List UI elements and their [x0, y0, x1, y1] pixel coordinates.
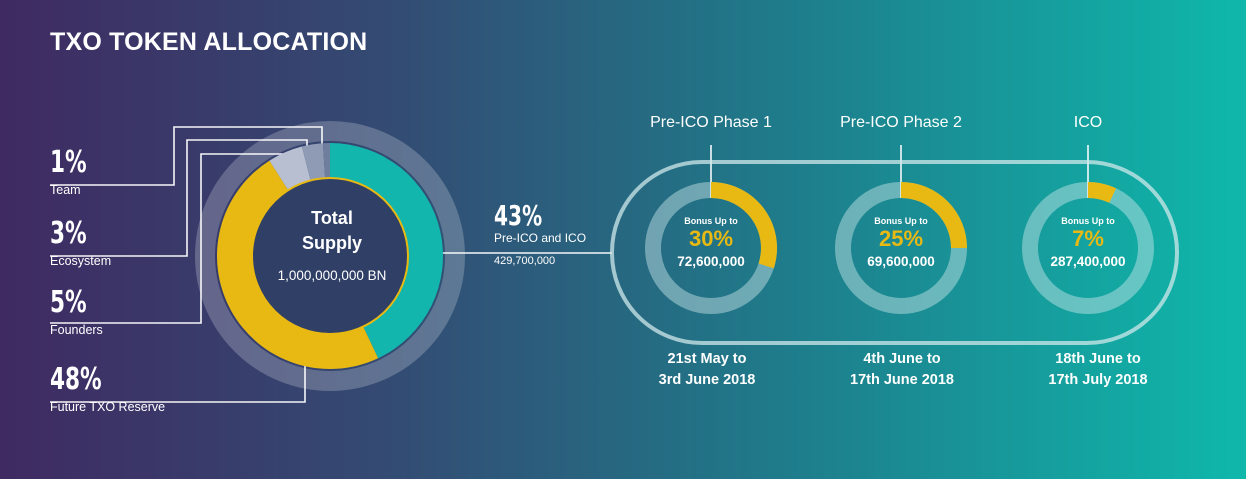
ring-bonus-arc [711, 182, 778, 269]
outer-ring [195, 121, 465, 391]
page-title: TXO TOKEN ALLOCATION [50, 28, 368, 56]
phase2-bonus-pct: 25% [878, 226, 924, 251]
label-founders-name: Founders [50, 323, 103, 337]
label-team-pct: 1% [50, 145, 87, 180]
ico-callout-label: Pre-ICO and ICO [494, 231, 587, 245]
slice-future-txo-reserve [216, 160, 379, 369]
phase2-ring-text: Bonus Up to 25% 69,600,000 [841, 216, 961, 269]
label-reserve: 48% Future TXO Reserve [50, 363, 165, 415]
label-founders: 5% Founders [50, 286, 103, 338]
label-ecosystem: 3% Ecosystem [50, 217, 111, 269]
label-founders-pct: 5% [50, 285, 87, 320]
team-connector [50, 126, 323, 186]
phase2-date-start: 4th June to [863, 351, 941, 367]
phase2-bonus-label: Bonus Up to [874, 216, 928, 226]
ico-callout-amount: 429,700,000 [494, 255, 556, 267]
phase3-date-end: 17th July 2018 [1048, 372, 1148, 388]
phase1-bonus-label: Bonus Up to [684, 216, 738, 226]
phase2-date-end: 17th June 2018 [850, 372, 954, 388]
phase1-date-end: 3rd June 2018 [658, 372, 756, 388]
label-team: 1% Team [50, 146, 101, 198]
ico-ring [1022, 182, 1154, 314]
phase3-amount: 287,400,000 [1050, 254, 1126, 269]
phase3-ring-text: Bonus Up to 7% 287,400,000 [1028, 216, 1148, 269]
phase3-bonus-pct: 7% [1072, 226, 1104, 251]
phase1-dates: 21st May to 3rd June 2018 [617, 349, 797, 391]
phase3-title: ICO [1073, 114, 1103, 131]
phase1-amount: 72,600,000 [677, 254, 745, 269]
slice-team [322, 143, 330, 179]
ico-callout-pct: 43% [494, 199, 543, 232]
connector-lines [50, 126, 1089, 403]
donut-center-text: Total Supply 1,000,000,000 BN [252, 206, 412, 283]
phase1-ring [645, 182, 778, 314]
reserve-connector [50, 365, 306, 403]
phase1-date-start: 21st May to [667, 351, 747, 367]
main-donut [216, 143, 443, 369]
phase1-bonus-pct: 30% [688, 226, 734, 251]
label-reserve-pct: 48% [50, 362, 102, 397]
slice-pre-ico-and-ico [330, 143, 443, 359]
center-amount: 1,000,000,000 BN [277, 268, 387, 283]
phase3-date-start: 18th June to [1055, 351, 1141, 367]
label-ecosystem-pct: 3% [50, 216, 87, 251]
label-reserve-name: Future TXO Reserve [50, 400, 166, 414]
phase1-ring-text: Bonus Up to 30% 72,600,000 [651, 216, 771, 269]
phase1-title: Pre-ICO Phase 1 [650, 114, 772, 131]
slice-founders [269, 146, 311, 191]
phase3-dates: 18th June to 17th July 2018 [1008, 349, 1188, 391]
ring-bonus-arc [901, 182, 967, 248]
ico-callout: 43% Pre-ICO and ICO 429,700,000 [494, 199, 587, 268]
phases-frame [610, 160, 1179, 345]
phase2-amount: 69,600,000 [867, 254, 935, 269]
phase2-title: Pre-ICO Phase 2 [840, 114, 962, 131]
ring-bonus-arc [1088, 182, 1117, 203]
slice-ecosystem [301, 143, 326, 181]
donut-center [251, 177, 409, 335]
label-ecosystem-name: Ecosystem [50, 254, 112, 268]
label-team-name: Team [50, 183, 81, 197]
center-title-1: Total [311, 208, 353, 228]
center-title-2: Supply [301, 233, 362, 253]
phase2-ring [835, 182, 967, 314]
phase2-dates: 4th June to 17th June 2018 [812, 349, 992, 391]
phase3-bonus-label: Bonus Up to [1061, 216, 1115, 226]
ecosystem-connector [50, 139, 308, 257]
